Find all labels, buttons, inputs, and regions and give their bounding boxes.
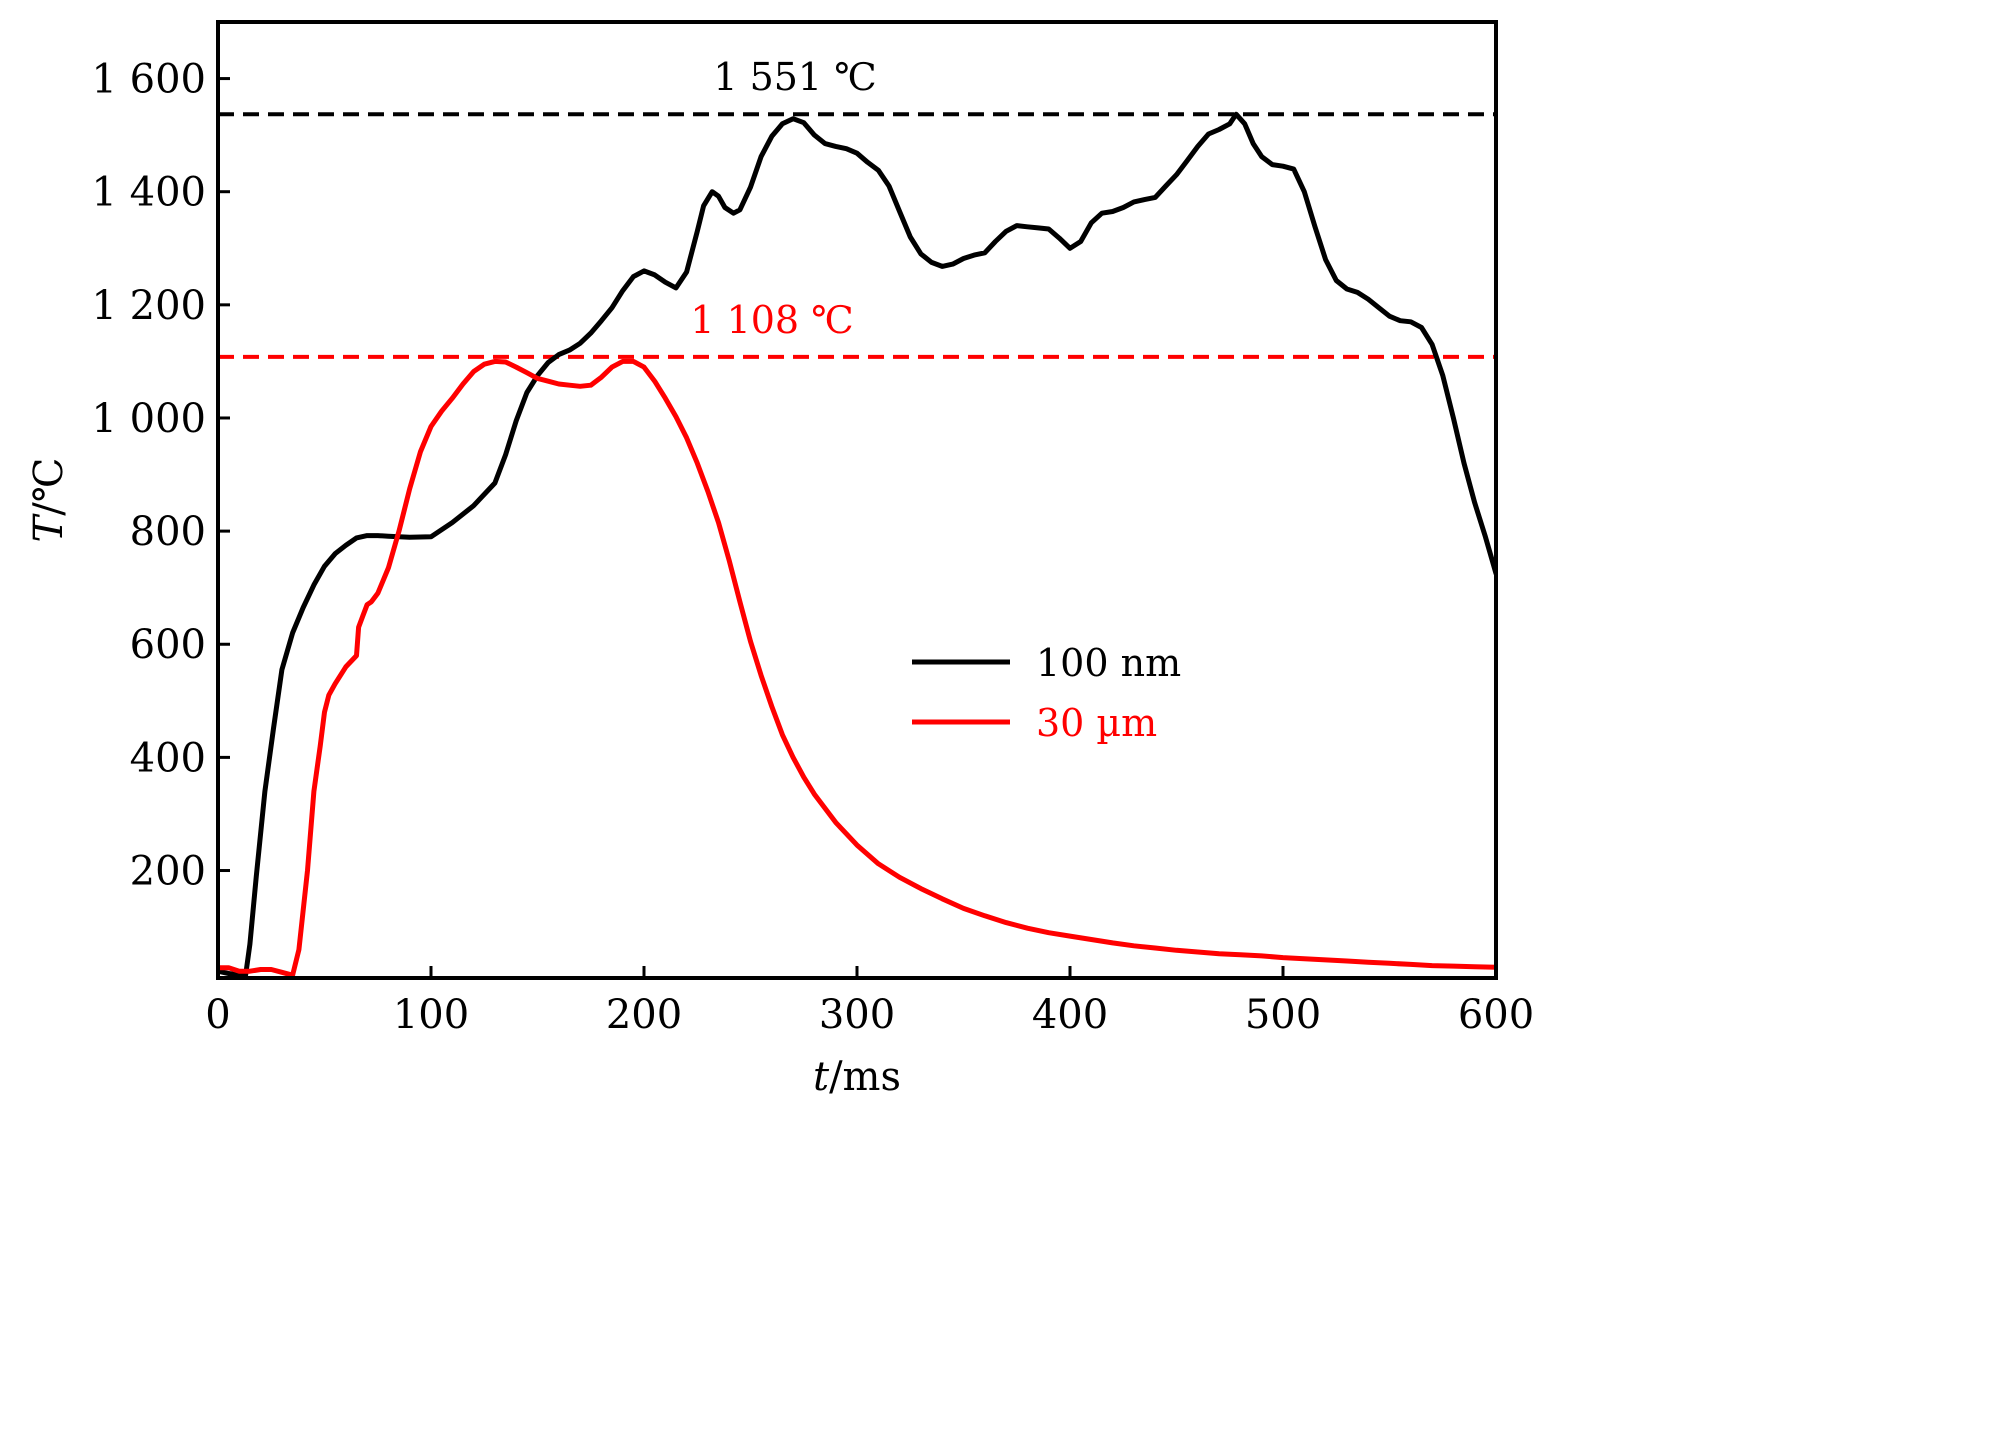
x-axis-title: t/ms	[813, 1054, 901, 1100]
axis-ticks: 0 100 200 300 400 500 600 200 400 600 800 1 000 1 20…	[91, 57, 1534, 1038]
y-tick-label: 200	[130, 849, 206, 895]
reference-line-label: 1 551 ℃	[713, 55, 876, 99]
x-tick-label: 400	[1032, 992, 1108, 1038]
temperature-chart: 1 551 ℃ 1 108 ℃ 0 100 200 300 400 500 600 200 400…	[0, 0, 1568, 1116]
chart-background	[0, 0, 1568, 1116]
x-tick-label: 500	[1245, 992, 1321, 1038]
x-tick-label: 300	[819, 992, 895, 1038]
legend-label: 30 µm	[1036, 701, 1157, 745]
x-tick-label: 0	[205, 992, 230, 1038]
y-tick-label: 1 000	[91, 396, 206, 442]
y-axis-title-unit: /℃	[26, 458, 72, 516]
y-axis-title: T/℃	[26, 458, 72, 543]
y-tick-label: 1 600	[91, 57, 206, 103]
x-tick-label: 100	[393, 992, 469, 1038]
x-axis-title-unit: /ms	[829, 1054, 901, 1100]
y-axis-title-variable: T	[26, 512, 72, 542]
y-tick-label: 800	[130, 509, 206, 555]
legend-label: 100 nm	[1036, 641, 1181, 685]
reference-lines: 1 551 ℃ 1 108 ℃	[218, 55, 1496, 359]
legend: 100 nm 30 µm	[912, 641, 1181, 745]
reference-line-label: 1 108 ℃	[690, 298, 853, 342]
y-tick-label: 1 200	[91, 283, 206, 329]
plot-frame	[216, 20, 1498, 980]
series-layer	[218, 111, 1496, 978]
series-line-30um	[218, 358, 1496, 978]
x-tick-label: 200	[606, 992, 682, 1038]
x-axis-title-variable: t	[813, 1054, 830, 1100]
y-tick-label: 400	[130, 735, 206, 781]
y-tick-label: 1 400	[91, 170, 206, 216]
y-tick-label: 600	[130, 622, 206, 668]
x-tick-label: 600	[1458, 992, 1534, 1038]
series-line-100nm	[218, 111, 1496, 978]
